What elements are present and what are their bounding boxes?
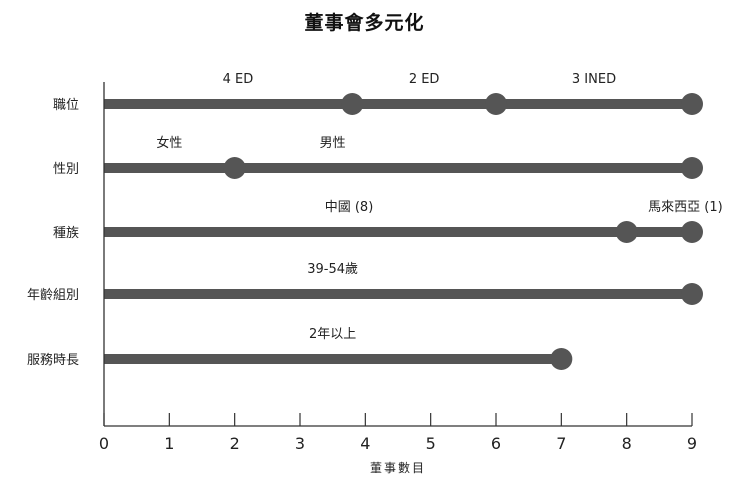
x-tick-label: 7 bbox=[556, 434, 566, 453]
segment-label: 中國 (8) bbox=[325, 200, 374, 215]
category-label: 職位 bbox=[53, 98, 79, 113]
data-point bbox=[485, 93, 507, 115]
x-tick-label: 1 bbox=[164, 434, 174, 453]
x-tick-label: 9 bbox=[687, 434, 697, 453]
category-label: 性別 bbox=[53, 162, 79, 177]
x-tick-label: 0 bbox=[99, 434, 109, 453]
segment-label: 馬來西亞 (1) bbox=[648, 200, 723, 215]
data-point bbox=[341, 93, 364, 115]
data-point bbox=[681, 221, 703, 243]
chart-title: 董事會多元化 bbox=[304, 12, 425, 34]
data-point bbox=[615, 221, 638, 243]
x-tick-label: 8 bbox=[622, 434, 632, 453]
x-tick-label: 4 bbox=[360, 434, 370, 453]
segment-label: 女性 bbox=[156, 135, 182, 151]
category-label: 服務時長 bbox=[27, 353, 79, 368]
segment-label: 4 ED bbox=[223, 72, 254, 87]
data-point bbox=[681, 283, 703, 305]
category-label: 年齡組別 bbox=[27, 288, 79, 303]
segment-label: 39-54歲 bbox=[307, 262, 358, 277]
data-point bbox=[223, 157, 246, 179]
x-axis-ticks: 0 1 2 3 4 5 6 7 8 9 bbox=[99, 413, 697, 453]
x-tick-label: 2 bbox=[230, 434, 240, 453]
segment-label: 2 ED bbox=[409, 72, 440, 87]
segment-label: 3 INED bbox=[572, 72, 616, 87]
segment-label: 2年以上 bbox=[309, 327, 356, 342]
x-axis-label: 董事數目 bbox=[370, 461, 426, 475]
data-point bbox=[550, 348, 573, 370]
category-label: 種族 bbox=[53, 225, 79, 241]
x-tick-label: 5 bbox=[426, 434, 436, 453]
segment-label: 男性 bbox=[320, 136, 346, 151]
data-point bbox=[681, 157, 703, 179]
x-tick-label: 6 bbox=[491, 434, 501, 453]
data-point bbox=[681, 93, 703, 115]
x-tick-label: 3 bbox=[295, 434, 305, 453]
